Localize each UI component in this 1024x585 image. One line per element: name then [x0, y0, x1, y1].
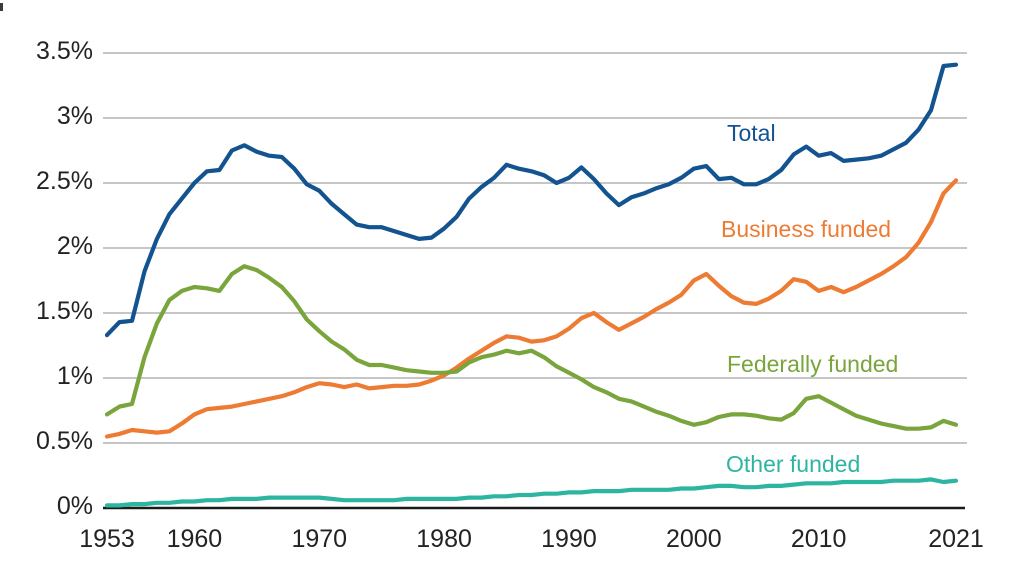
y-tick-label-0.5%: 0.5% — [36, 427, 93, 455]
series-label-other-funded: Other funded — [726, 451, 861, 477]
series-line-federally-funded — [104, 264, 959, 431]
y-tick-label-1.5%: 1.5% — [36, 297, 93, 325]
x-tick-label-1960: 1960 — [167, 525, 223, 553]
x-tick-label-1990: 1990 — [541, 525, 597, 553]
y-tick-label-0%: 0% — [57, 492, 93, 520]
x-tick-label-1980: 1980 — [416, 525, 472, 553]
series-label-federally-funded: Federally funded — [727, 351, 899, 377]
x-tick-label-2000: 2000 — [666, 525, 722, 553]
y-tick-label-1%: 1% — [57, 362, 93, 390]
x-tick-label-1953: 1953 — [79, 525, 135, 553]
edge-artifact-mark — [0, 3, 3, 11]
series-line-total — [104, 62, 959, 338]
y-tick-label-2.5%: 2.5% — [36, 167, 93, 195]
series-line-business-funded — [104, 178, 959, 439]
y-tick-label-3.5%: 3.5% — [36, 37, 93, 65]
x-tick-label-2021: 2021 — [928, 525, 984, 553]
series-label-business-funded: Business funded — [721, 216, 892, 242]
x-tick-label-1970: 1970 — [291, 525, 347, 553]
y-tick-label-2%: 2% — [57, 232, 93, 260]
y-tick-label-3%: 3% — [57, 102, 93, 130]
x-tick-label-2010: 2010 — [791, 525, 847, 553]
series-line-other-funded — [104, 477, 959, 508]
series-label-total: Total — [727, 120, 776, 146]
